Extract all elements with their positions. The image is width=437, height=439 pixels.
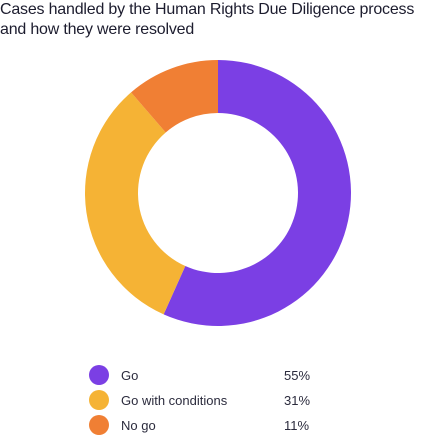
legend: Go 55% Go with conditions 31% No go 11% — [88, 364, 328, 439]
legend-value-go: 55% — [284, 368, 311, 383]
legend-swatch-no-go — [89, 415, 109, 435]
legend-label-no-go: No go — [121, 418, 156, 433]
legend-item-go: Go 55% — [88, 364, 328, 389]
legend-swatch-go — [89, 365, 109, 385]
donut-slices — [85, 60, 351, 326]
legend-item-go-with-conditions: Go with conditions 31% — [88, 389, 328, 414]
slice-go-with-conditions — [85, 92, 186, 315]
slice-go — [163, 60, 351, 326]
legend-value-go-with-conditions: 31% — [284, 393, 311, 408]
legend-item-no-go: No go 11% — [88, 414, 328, 439]
legend-value-no-go: 11% — [284, 418, 310, 433]
legend-label-go: Go — [121, 368, 139, 383]
chart-title: Cases handled by the Human Rights Due Di… — [0, 0, 437, 40]
legend-swatch-go-with-conditions — [89, 390, 109, 410]
chart-title-line-2: and how they were resolved — [0, 21, 195, 38]
slice-no-go — [131, 60, 218, 133]
legend-label-go-with-conditions: Go with conditions — [121, 393, 228, 408]
chart-title-line-1: Cases handled by the Human Rights Due Di… — [0, 1, 415, 18]
